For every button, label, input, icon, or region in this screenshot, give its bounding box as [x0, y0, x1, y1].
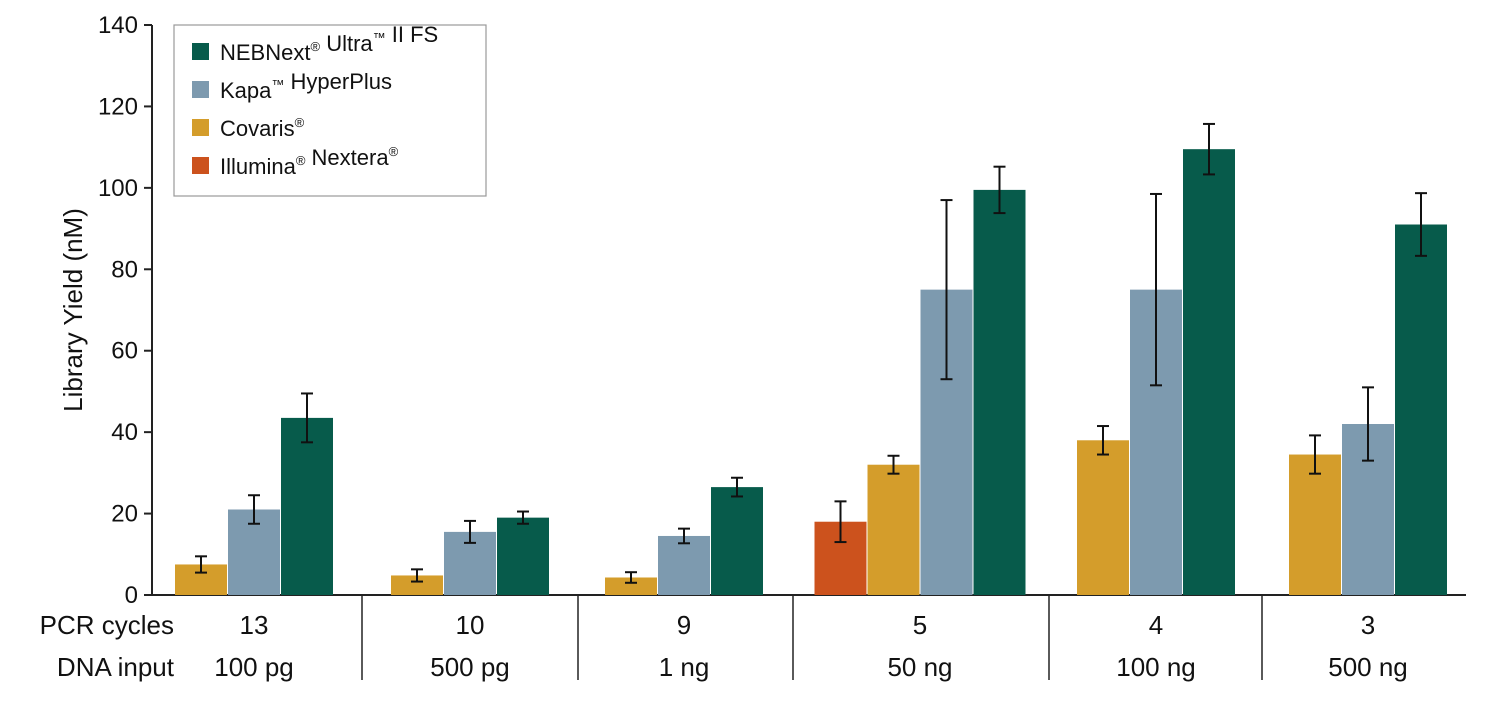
legend-text-part: Kapa: [220, 78, 272, 103]
bar: [391, 575, 443, 595]
bar: [1289, 454, 1341, 595]
legend-entry: Kapa™ HyperPlus: [220, 69, 392, 103]
bar: [605, 577, 657, 595]
bar: [973, 189, 1026, 595]
category-label: 100 ng: [1116, 652, 1196, 682]
category-label: 10: [456, 610, 485, 640]
bar: [711, 487, 763, 595]
legend-swatch: [192, 119, 209, 136]
bar: [497, 517, 549, 595]
legend-text-part: HyperPlus: [284, 69, 392, 94]
y-tick-label: 120: [98, 93, 138, 120]
category-label: 4: [1149, 610, 1163, 640]
y-tick-label: 60: [111, 338, 138, 365]
legend-superscript: ®: [296, 153, 306, 168]
row-label: DNA input: [57, 652, 175, 682]
legend-text-part: Covaris: [220, 116, 295, 141]
category-label: 100 pg: [214, 652, 294, 682]
legend-superscript: ™: [271, 77, 284, 92]
bar: [1077, 440, 1129, 595]
legend-text-part: Illumina: [220, 154, 297, 179]
axes: 0 20 40 60 80 100 120 140: [98, 12, 1466, 609]
legend-entry: Covaris®: [220, 115, 305, 141]
bar: [1395, 224, 1447, 595]
y-tick-label: 140: [98, 12, 138, 39]
legend-text-part: Ultra: [320, 31, 373, 56]
legend-superscript: ®: [389, 144, 399, 159]
category-label: 5: [913, 610, 927, 640]
y-axis-title: Library Yield (nM): [58, 208, 88, 412]
legend-superscript: ®: [310, 39, 320, 54]
legend-swatch: [192, 157, 209, 174]
y-tick-label: 40: [111, 419, 138, 446]
y-tick-label: 0: [125, 582, 138, 609]
legend-entry: NEBNext® Ultra™ II FS: [220, 22, 438, 65]
legend-superscript: ™: [373, 30, 386, 45]
bar: [281, 417, 333, 595]
category-label: 50 ng: [887, 652, 952, 682]
legend-superscript: ®: [295, 115, 305, 130]
category-table: PCR cycles 13 10 9 5 4 3 DNA input 100 pg 500 pg 1…: [40, 595, 1408, 682]
category-label: 500 pg: [430, 652, 510, 682]
row-label: PCR cycles: [40, 610, 174, 640]
category-label: 9: [677, 610, 691, 640]
bar: [1183, 149, 1235, 595]
legend-text-part: II FS: [386, 22, 439, 47]
legend-box: [173, 24, 487, 197]
bars: [175, 149, 1447, 595]
category-label: 500 ng: [1328, 652, 1408, 682]
category-label: 13: [240, 610, 269, 640]
bar: [867, 464, 920, 595]
legend-swatch: [192, 81, 209, 98]
legend-swatch: [192, 43, 209, 60]
y-tick-label: 20: [111, 501, 138, 528]
bar: [658, 535, 710, 595]
legend-entry: Illumina® Nextera®: [220, 144, 399, 179]
y-tick-label: 80: [111, 256, 138, 283]
y-tick-label: 100: [98, 175, 138, 202]
category-label: 3: [1361, 610, 1375, 640]
category-label: 1 ng: [659, 652, 710, 682]
error-bars: [195, 122, 1427, 584]
legend-text-part: NEBNext: [220, 40, 310, 65]
legend-text-part: Nextera: [305, 145, 389, 170]
